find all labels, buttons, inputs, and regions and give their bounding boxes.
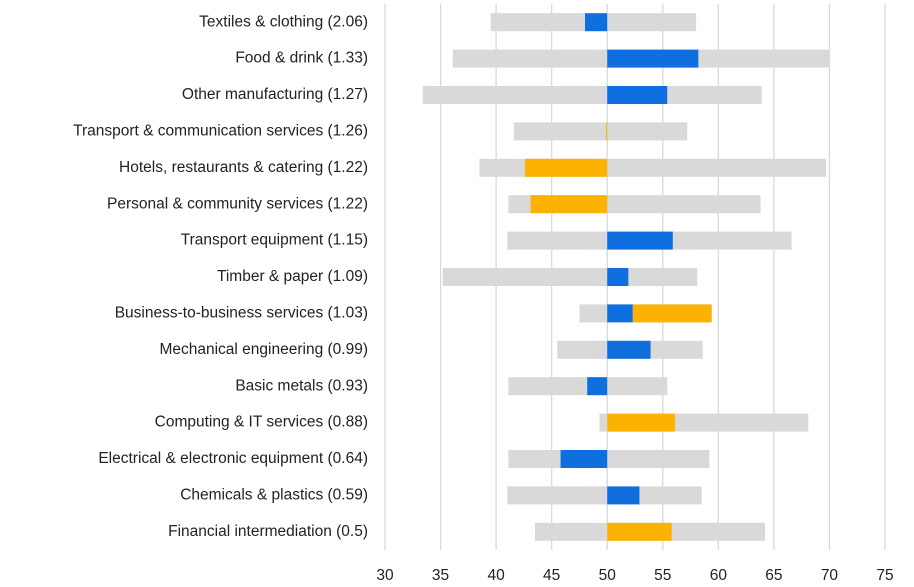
x-tick-label: 50 <box>599 567 617 584</box>
category-label: Transport & communication services (1.26… <box>73 122 368 139</box>
range-bar <box>442 268 698 286</box>
x-tick-label: 75 <box>876 567 893 584</box>
bar <box>607 413 675 432</box>
bar <box>607 304 633 323</box>
category-label: Mechanical engineering (0.99) <box>159 341 368 358</box>
category-label: Electrical & electronic equipment (0.64) <box>98 450 368 467</box>
bar <box>585 13 608 32</box>
category-label: Personal & community services (1.22) <box>107 195 368 212</box>
category-label: Computing & IT services (0.88) <box>155 414 368 431</box>
bar <box>525 158 608 177</box>
category-label: Transport equipment (1.15) <box>181 232 368 249</box>
bar <box>607 86 668 104</box>
category-label: Chemicals & plastics (0.59) <box>180 486 368 503</box>
x-tick-label: 55 <box>654 567 671 584</box>
bar <box>606 122 608 141</box>
bar <box>607 49 699 68</box>
bar <box>607 522 672 541</box>
bar <box>607 268 629 286</box>
bar <box>607 486 640 505</box>
category-label: Hotels, restaurants & catering (1.22) <box>119 159 368 176</box>
range-bar <box>507 486 702 505</box>
bar <box>530 195 608 214</box>
category-label: Textiles & clothing (2.06) <box>199 13 368 30</box>
bar <box>587 377 608 396</box>
x-tick-label: 45 <box>543 567 560 584</box>
category-label: Timber & paper (1.09) <box>217 268 368 285</box>
range-bar <box>513 122 688 141</box>
category-label: Financial intermediation (0.5) <box>168 523 368 540</box>
category-label: Basic metals (0.93) <box>235 377 368 394</box>
x-tick-label: 40 <box>487 567 505 584</box>
range-bar <box>422 86 762 104</box>
x-tick-label: 65 <box>765 567 782 584</box>
x-tick-label: 35 <box>432 567 449 584</box>
x-tick-label: 60 <box>710 567 728 584</box>
bar <box>560 450 608 468</box>
x-tick-label: 70 <box>821 567 839 584</box>
category-label: Business-to-business services (1.03) <box>115 304 368 321</box>
range-bar <box>508 450 710 468</box>
bar <box>632 304 712 323</box>
category-label: Other manufacturing (1.27) <box>182 86 368 103</box>
bar <box>607 231 673 250</box>
x-tick-label: 30 <box>376 567 394 584</box>
category-label: Food & drink (1.33) <box>235 50 368 67</box>
bar <box>607 340 651 359</box>
